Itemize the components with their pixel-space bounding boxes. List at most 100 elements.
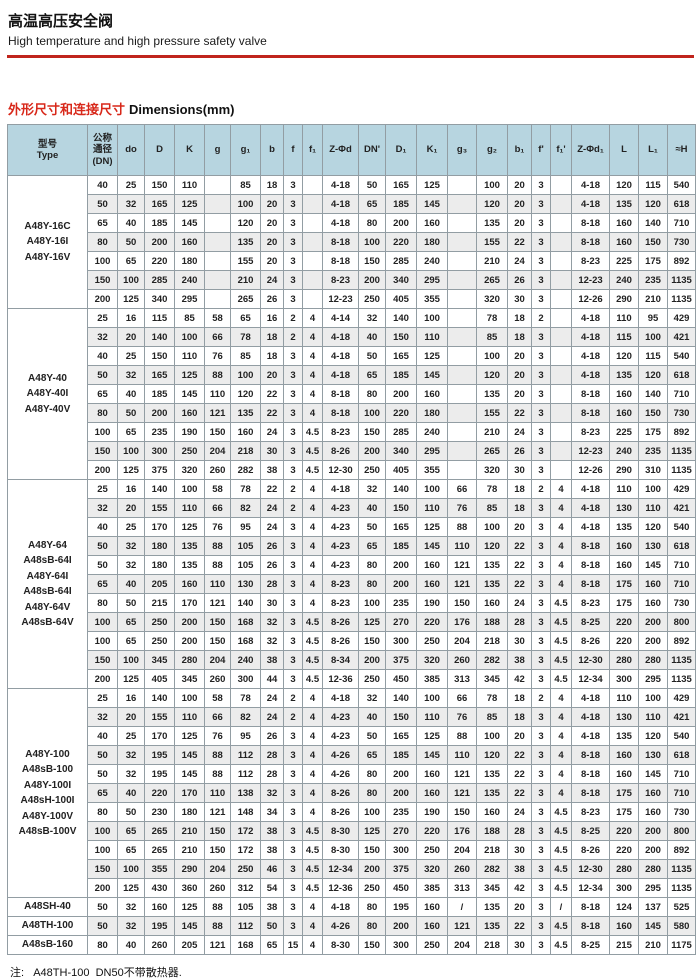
table-cell: 320 <box>476 289 508 309</box>
table-cell: 115 <box>638 175 668 195</box>
table-cell: 85 <box>174 308 205 328</box>
table-cell: 125 <box>416 175 448 195</box>
table-cell: 26 <box>507 441 532 461</box>
table-cell <box>204 194 231 214</box>
table-cell: 3 <box>283 403 303 423</box>
table-cell: 40 <box>117 213 145 233</box>
table-cell: 3 <box>283 422 303 442</box>
table-cell: 40 <box>358 707 386 727</box>
table-cell: 250 <box>416 631 448 651</box>
table-cell: 110 <box>447 536 477 556</box>
table-cell: 421 <box>667 707 696 727</box>
table-cell: 100 <box>87 612 118 632</box>
table-cell: 3 <box>531 175 551 195</box>
table-cell: 312 <box>230 878 261 898</box>
table-cell: 710 <box>667 783 696 803</box>
table-cell: 150 <box>358 840 386 860</box>
table-cell: 200 <box>638 821 668 841</box>
table-cell: 730 <box>667 802 696 822</box>
table-cell: 100 <box>476 175 508 195</box>
table-cell: 185 <box>385 536 417 556</box>
table-cell: 50 <box>117 802 145 822</box>
table-cell: 3 <box>531 764 551 784</box>
table-cell: 200 <box>385 555 417 575</box>
table-cell: 4 <box>302 574 323 594</box>
table-cell: 430 <box>144 878 175 898</box>
table-cell: 355 <box>416 460 448 480</box>
table-cell: 3 <box>531 745 551 765</box>
table-cell: 185 <box>144 384 175 404</box>
table-cell: 8-26 <box>322 783 359 803</box>
column-header: b₁ <box>507 124 532 176</box>
table-cell: 80 <box>87 935 118 955</box>
table-cell: 22 <box>507 536 532 556</box>
table-cell: 360 <box>174 878 205 898</box>
table-cell: 200 <box>358 270 386 290</box>
table-cell: 320 <box>416 859 448 879</box>
table-cell: 4.5 <box>550 593 572 613</box>
table-cell: 100 <box>174 479 205 499</box>
table-row: 40 25 150 110 76 85 18 3 4 4-18 50 165 125 100 20 3 4-18… <box>8 346 696 366</box>
table-cell: 200 <box>358 441 386 461</box>
table-cell: 250 <box>416 840 448 860</box>
table-cell: 160 <box>609 555 639 575</box>
table-cell: 200 <box>174 631 205 651</box>
table-cell: 175 <box>638 251 668 271</box>
table-cell <box>302 270 323 290</box>
table-cell: 8-25 <box>571 821 610 841</box>
table-row: 40 25 170 125 76 95 26 3 4 4-23 50 165 125 88 100 20 3 4 4… <box>8 726 696 746</box>
table-cell: 150 <box>204 821 231 841</box>
table-cell: 80 <box>358 897 386 917</box>
table-cell: 50 <box>117 232 145 252</box>
table-cell: 150 <box>144 175 175 195</box>
table-cell: 3 <box>531 935 551 955</box>
table-cell: 112 <box>230 916 261 936</box>
table-cell: 160 <box>609 403 639 423</box>
section-title-en: Dimensions(mm) <box>129 102 235 117</box>
table-row: 200 125 430 360 260 312 54 3 4.5 12-36 250 450 385 31… <box>8 878 696 898</box>
table-cell: 100 <box>638 479 668 499</box>
type-cell: A48SH-40 <box>7 897 88 917</box>
table-cell: 121 <box>204 593 231 613</box>
table-cell: 8-18 <box>571 555 610 575</box>
table-cell: 80 <box>87 593 118 613</box>
table-cell: 345 <box>476 878 508 898</box>
table-cell: 300 <box>385 631 417 651</box>
table-cell: 100 <box>117 270 145 290</box>
table-cell: 200 <box>385 384 417 404</box>
table-cell: 300 <box>385 840 417 860</box>
table-cell: 20 <box>260 213 284 233</box>
table-cell: 22 <box>507 745 532 765</box>
table-row: 65 40 185 145 110 120 22 3 4 8-18 80 200 160 135 20 3 8-… <box>8 384 696 404</box>
table-cell: 135 <box>476 764 508 784</box>
table-cell: 85 <box>230 346 261 366</box>
table-cell: 30 <box>260 593 284 613</box>
table-cell: 4.5 <box>302 859 323 879</box>
table-cell: 135 <box>476 916 508 936</box>
table-cell: 58 <box>204 479 231 499</box>
table-cell: 240 <box>609 270 639 290</box>
table-cell: 78 <box>230 688 261 708</box>
table-cell: 85 <box>476 498 508 518</box>
table-cell <box>447 289 477 309</box>
table-cell: 260 <box>204 878 231 898</box>
table-cell: 18 <box>260 327 284 347</box>
table-cell: 8-18 <box>571 232 610 252</box>
table-cell: 4-18 <box>571 327 610 347</box>
table-cell: 50 <box>358 175 386 195</box>
table-cell: 235 <box>638 441 668 461</box>
table-cell: 120 <box>476 194 508 214</box>
table-cell: 160 <box>638 593 668 613</box>
table-cell: 340 <box>144 289 175 309</box>
table-cell: 28 <box>260 574 284 594</box>
table-cell: 2 <box>283 327 303 347</box>
table-cell: 3 <box>531 669 551 689</box>
table-cell: 100 <box>87 251 118 271</box>
table-cell: 4-18 <box>322 194 359 214</box>
table-cell: 3 <box>283 612 303 632</box>
table-cell: 3 <box>283 574 303 594</box>
table-cell: 4-18 <box>322 365 359 385</box>
table-cell: 176 <box>447 821 477 841</box>
table-cell: 4-18 <box>571 517 610 537</box>
table-cell: 12-26 <box>571 460 610 480</box>
